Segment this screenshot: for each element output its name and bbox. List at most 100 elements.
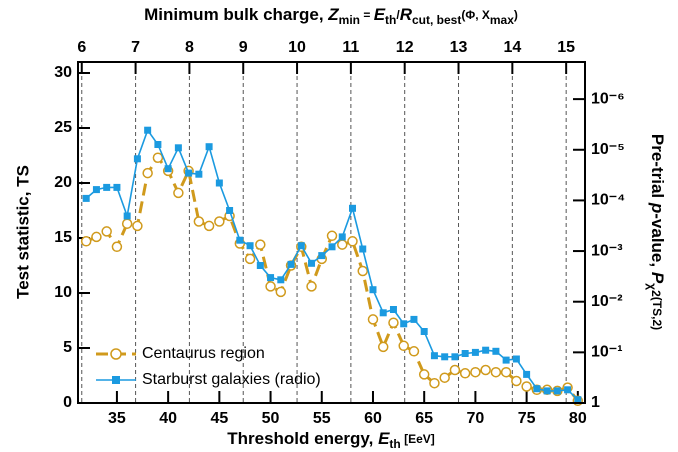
point [523, 370, 531, 378]
label-part: cut, best [412, 13, 461, 27]
point [267, 274, 275, 282]
point [185, 169, 193, 177]
point [121, 218, 133, 229]
point [111, 241, 123, 253]
x2-tick-label: 9 [239, 39, 248, 56]
point [297, 242, 305, 250]
y-tick-label: 15 [54, 229, 72, 246]
label-part: P [648, 272, 667, 284]
x-tick-label: 45 [210, 410, 228, 427]
y-tick-label: 20 [54, 174, 72, 191]
point [144, 126, 152, 134]
label-part: / [396, 8, 400, 22]
point [215, 179, 223, 187]
x-axis-label: Threshold energy, Eth [EeV] [227, 429, 435, 451]
point [459, 368, 471, 379]
point [553, 387, 561, 395]
point [461, 350, 469, 357]
y2-tick-label: 10⁻¹ [591, 344, 623, 361]
point [492, 347, 500, 355]
x-tick-label: 70 [467, 410, 485, 427]
y-tick-label: 10 [54, 284, 72, 301]
point [337, 239, 348, 250]
y2-tick-label: 10⁻⁴ [591, 192, 625, 209]
series-line [85, 155, 580, 402]
x2-tick-label: 14 [503, 39, 521, 56]
point [174, 144, 182, 152]
legend-label: Centaurus region [142, 345, 265, 362]
label-part: (Φ, X [461, 8, 490, 22]
point [449, 364, 461, 376]
x2-tick-label: 12 [396, 39, 414, 56]
label-part: (TS,2) [650, 297, 664, 330]
point [101, 226, 112, 237]
point [113, 183, 121, 191]
point [480, 364, 491, 376]
point [82, 194, 90, 202]
point [275, 286, 287, 298]
point [236, 236, 244, 244]
label-part: p [648, 202, 667, 213]
y-tick-label: 25 [54, 119, 72, 136]
point [418, 369, 430, 380]
point [379, 309, 387, 317]
label-part: R [400, 5, 413, 24]
label-part: E [374, 5, 386, 24]
point [377, 341, 389, 353]
plot-frame [77, 61, 586, 404]
legend-marker [110, 348, 122, 360]
point [357, 265, 368, 277]
y2-tick-label: 10⁻⁵ [591, 141, 625, 158]
point [80, 236, 92, 247]
label-part: Minimum bulk charge, [144, 5, 328, 24]
x2-tick-label: 7 [131, 39, 140, 56]
point [410, 315, 418, 323]
point [451, 353, 459, 361]
point [348, 204, 356, 212]
point [92, 186, 100, 194]
point [429, 377, 440, 389]
x2-tick-label: 11 [342, 39, 359, 56]
point [420, 328, 428, 335]
y2-tick-label: 10⁻⁶ [591, 90, 625, 107]
point [388, 317, 399, 328]
point [470, 366, 481, 378]
label-part: min [339, 13, 360, 27]
point [490, 366, 502, 378]
point [564, 386, 572, 394]
point [193, 216, 205, 227]
y-tick-label: 0 [63, 394, 72, 411]
point [195, 170, 203, 178]
y2-tick-label: 1 [591, 394, 600, 411]
point [214, 216, 225, 227]
point [502, 356, 510, 364]
x-tick-label: 60 [364, 410, 382, 427]
point [367, 314, 379, 325]
x2-tick-label: 6 [77, 39, 86, 56]
x-tick-label: 40 [159, 410, 177, 427]
point [430, 352, 438, 360]
label-part: χ [645, 283, 659, 290]
point [205, 143, 213, 151]
label-part: ) [514, 8, 518, 22]
point [533, 385, 541, 393]
label-part: th [389, 437, 400, 451]
point [277, 276, 285, 284]
point [133, 155, 141, 163]
label-part: Z [327, 5, 339, 24]
point [203, 220, 215, 232]
x-tick-label: 75 [518, 410, 536, 427]
point [347, 236, 358, 247]
point [164, 165, 172, 173]
x-tick-label: 55 [313, 410, 331, 427]
label-part: th [385, 13, 396, 27]
point [152, 152, 164, 163]
label-part: -value, [648, 213, 667, 272]
label-part: Pre-trial [648, 134, 667, 203]
point [244, 253, 256, 265]
point [400, 320, 408, 328]
point [132, 220, 143, 232]
legend-label: Starburst galaxies (radio) [142, 371, 321, 388]
y-axis-label: Test statistic, TS [13, 165, 32, 299]
